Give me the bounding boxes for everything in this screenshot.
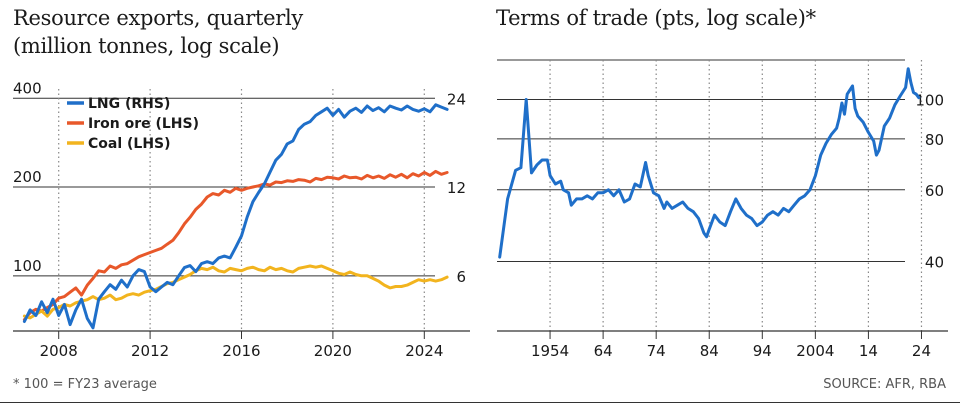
left-x-tick-label: 2012 — [131, 342, 169, 360]
right-x-tick-label: 1954 — [531, 342, 569, 360]
left-x-tick-label: 2008 — [40, 342, 78, 360]
right-chart-title: Terms of trade (pts, log scale)* — [496, 4, 936, 32]
bottom-rule — [0, 402, 960, 403]
right-chart-title-text: Terms of trade (pts, log scale)* — [496, 6, 816, 30]
footnote: * 100 = FY23 average — [13, 377, 157, 392]
left-x-tick-label: 2020 — [314, 342, 352, 360]
legend-iron-ore-label: Iron ore (LHS) — [88, 116, 199, 132]
right-x-tick-label: 74 — [647, 342, 666, 360]
left-chart-subtitle: (million tonnes, log scale) — [13, 34, 280, 58]
left-chart-title-text: Resource exports, quarterly — [13, 6, 303, 30]
legend-coal-label: Coal (LHS) — [88, 136, 171, 152]
right-y-tick-label: 6 — [456, 268, 466, 286]
left-y-tick-label: 200 — [13, 168, 42, 186]
terms-of-trade-series-line — [498, 67, 921, 259]
source-note: SOURCE: AFR, RBA — [823, 377, 946, 392]
legend-lng-label: LNG (RHS) — [88, 96, 170, 112]
right-chart-y-tick-label: 100 — [915, 91, 944, 109]
right-x-tick-label: 24 — [912, 342, 931, 360]
right-x-tick-label: 84 — [700, 342, 719, 360]
coal-series-line — [22, 264, 449, 320]
right-x-tick-label: 14 — [859, 342, 878, 360]
right-x-tick-label: 64 — [594, 342, 613, 360]
right-x-tick-label: 2004 — [796, 342, 834, 360]
right-chart-y-tick-label: 80 — [925, 131, 944, 149]
left-x-tick-label: 2016 — [222, 342, 260, 360]
left-x-tick-label: 2024 — [405, 342, 443, 360]
left-y-tick-label: 100 — [13, 257, 42, 275]
iron-ore-series-line — [22, 169, 449, 322]
lng-series-line — [22, 103, 449, 330]
left-chart-title: Resource exports, quarterly (million ton… — [13, 4, 453, 60]
right-x-tick-label: 94 — [753, 342, 772, 360]
right-chart-y-tick-label: 60 — [925, 182, 944, 200]
right-chart-y-tick-label: 40 — [925, 253, 944, 271]
right-y-tick-label: 24 — [447, 90, 466, 108]
right-y-tick-label: 12 — [447, 179, 466, 197]
left-y-tick-label: 400 — [13, 79, 42, 97]
